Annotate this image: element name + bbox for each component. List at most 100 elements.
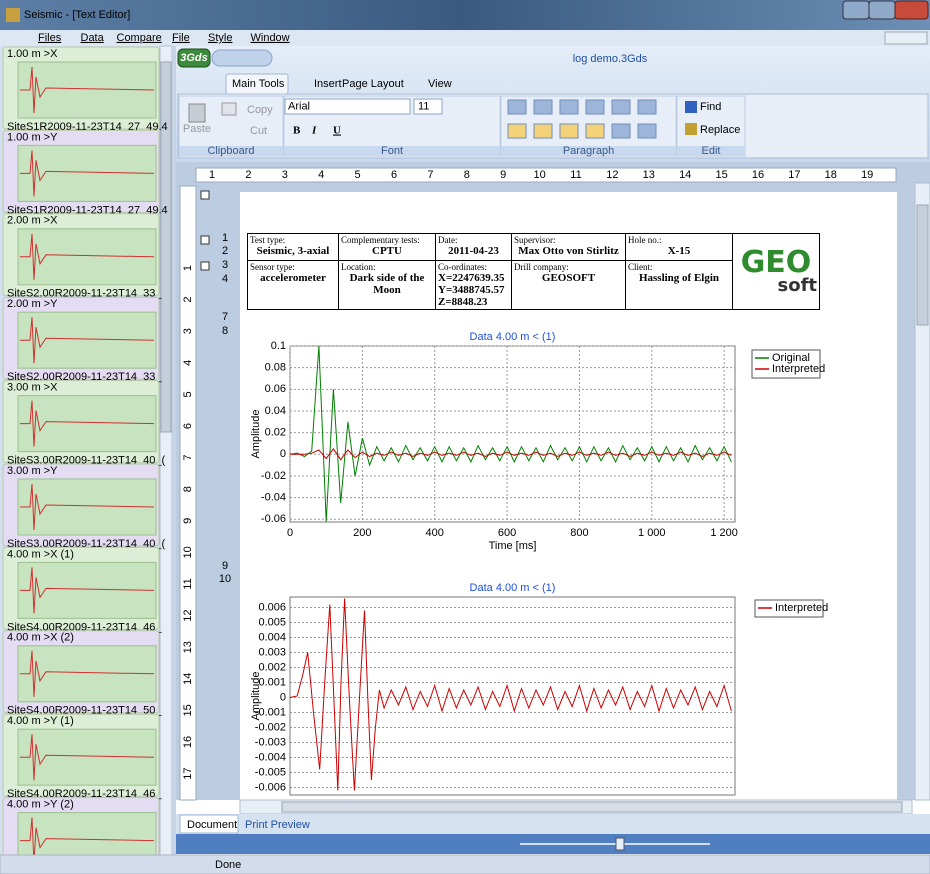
sidebar-item-label[interactable]: 1.00 m >X	[7, 48, 58, 60]
ruler-number: 9	[182, 518, 194, 524]
group-label-bar	[501, 146, 676, 156]
paragraph-icon	[507, 123, 527, 139]
view-tab[interactable]: Document	[187, 819, 237, 831]
thumbnail-trace	[20, 650, 155, 697]
sidebar-item-label[interactable]: 4.00 m >X (1)	[7, 548, 74, 560]
font-combo	[284, 98, 411, 115]
legend-label: Interpreted	[772, 363, 825, 375]
sidebar-item-label[interactable]: 3.00 m >Y	[7, 465, 58, 477]
line-number: 4	[222, 273, 228, 285]
menu-item[interactable]: Window	[251, 32, 290, 44]
font-size[interactable]: 11	[418, 100, 429, 112]
ruler-number: 15	[182, 704, 194, 716]
cut-button[interactable]: Cut	[250, 125, 267, 137]
ruler-number: 4	[182, 360, 194, 366]
cell-value: CPTU	[372, 245, 402, 257]
ribbon-tab[interactable]: Main Tools	[232, 78, 285, 90]
menu-item[interactable]: File	[172, 32, 190, 44]
paragraph-icon	[559, 123, 579, 139]
thumbnail-trace	[20, 734, 155, 781]
cell-value: Seismic, 3-axial	[256, 245, 330, 257]
cell-label: Co-ordinates:	[438, 262, 487, 272]
y-tick-label: -0.04	[261, 492, 286, 504]
cell-label: Client:	[628, 262, 653, 272]
sidebar-item-label[interactable]: 3.00 m >X	[7, 382, 58, 394]
y-tick-label: 0.1	[271, 340, 286, 352]
sidebar-item-label[interactable]: 4.00 m >Y (1)	[7, 715, 74, 727]
ribbon-tab[interactable]: Insert	[314, 78, 342, 90]
zoom-thumb	[615, 837, 625, 851]
title-bar	[0, 0, 930, 30]
y-tick-label: 0.004	[258, 631, 286, 643]
table-row: Test type: Seismic, 3-axial Complementary …	[247, 233, 820, 310]
ruler-number: 16	[752, 169, 764, 181]
ruler-number: 17	[788, 169, 800, 181]
table-cell: Location: Dark side of the Moon	[338, 260, 436, 310]
table-cell: Co-ordinates: X=2247639.35 Y=3488745.57 Z=8…	[435, 260, 512, 310]
thumbnail-trace	[20, 483, 155, 531]
cell-value: Z=8848.23	[438, 296, 488, 308]
header-table: Test type: Seismic, 3-axial Complementary …	[247, 233, 820, 310]
sidebar-item-label[interactable]: 2.00 m >X	[7, 215, 58, 227]
paste-button[interactable]: Paste	[183, 123, 211, 135]
cell-value: Max Otto von Stirlitz	[518, 245, 619, 257]
ruler-number: 6	[391, 169, 397, 181]
ruler-number: 10	[182, 546, 194, 558]
replace-button[interactable]: Replace	[700, 124, 740, 136]
find-button[interactable]: Find	[700, 101, 721, 113]
collapse-marker	[200, 261, 210, 271]
vertical-scroll-thumb	[916, 204, 929, 326]
quick-access	[211, 49, 273, 67]
y-tick-label: 0.005	[258, 616, 286, 628]
sidebar-item-label[interactable]: 1.00 m >Y	[7, 131, 58, 143]
sidebar-item-label[interactable]: 4.00 m >Y (2)	[7, 799, 74, 811]
ruler-number: 2	[182, 297, 194, 303]
line-number: 2	[222, 245, 228, 257]
thumbnail-trace	[20, 817, 155, 864]
format-button[interactable]: U	[333, 125, 341, 137]
ruler-number: 7	[427, 169, 433, 181]
menu-item[interactable]: Files	[38, 32, 62, 44]
menu-item[interactable]: Data	[81, 32, 105, 44]
group-label-bar	[677, 146, 745, 156]
menu-item[interactable]: Compare	[117, 32, 162, 44]
y-tick-label: 0.02	[265, 427, 286, 439]
y-tick-label: -0.06	[261, 513, 286, 525]
sidebar-item-label[interactable]: 2.00 m >Y	[7, 298, 58, 310]
copy-button[interactable]: Copy	[247, 104, 273, 116]
y-tick-label: 0.04	[265, 405, 286, 417]
view-tab[interactable]: Print Preview	[245, 819, 310, 831]
thumbnail-trace	[20, 400, 155, 447]
ruler-number: 18	[825, 169, 837, 181]
legend	[751, 349, 821, 379]
line-number: 1	[222, 232, 228, 244]
paragraph-icon	[637, 99, 657, 115]
paragraph-icon	[611, 99, 631, 115]
tab-active	[179, 814, 239, 834]
ruler-number: 8	[464, 169, 470, 181]
cell-label: Drill company:	[514, 262, 569, 272]
ruler-number: 17	[182, 767, 194, 779]
line-number: 10	[219, 573, 231, 585]
ribbon-tab[interactable]: View	[428, 78, 452, 90]
ruler-number: 14	[182, 673, 194, 685]
document-title: log demo.3Gds	[573, 53, 648, 65]
format-button[interactable]: B	[293, 125, 301, 137]
y-axis-label: Amplitude	[250, 410, 262, 459]
y-tick-label: -0.02	[261, 470, 286, 482]
ribbon-tab[interactable]: Page Layout	[342, 78, 404, 90]
font-name[interactable]: Arial	[288, 100, 310, 112]
ruler-number: 11	[570, 169, 581, 181]
y-tick-label: 0.08	[265, 362, 286, 374]
menu-item[interactable]: Style	[208, 32, 232, 44]
cell-label: Date:	[438, 235, 458, 245]
format-button[interactable]: I	[311, 125, 317, 137]
cell-label: Supervisor:	[514, 235, 556, 245]
logo: GEO soft	[732, 233, 820, 310]
y-tick-label: 0.06	[265, 383, 286, 395]
sidebar-scroll-thumb	[160, 61, 172, 433]
sidebar-item-label[interactable]: 4.00 m >X (2)	[7, 632, 74, 644]
app-logo	[177, 48, 211, 68]
